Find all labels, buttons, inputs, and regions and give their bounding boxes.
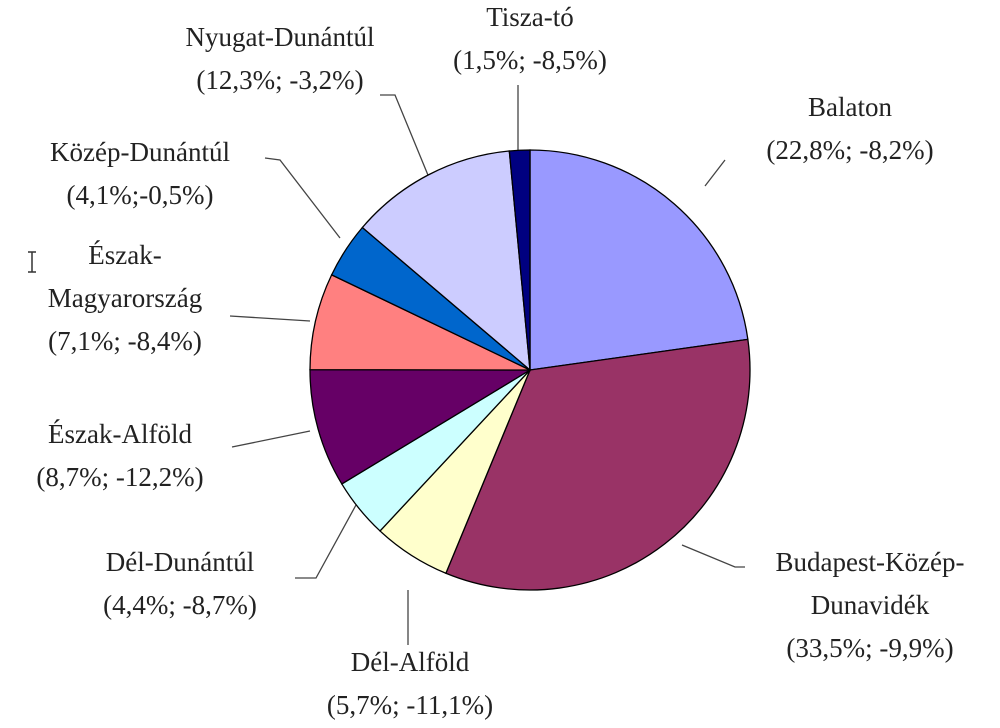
slice-label: Észak-Alföld [48, 419, 192, 449]
value-label: (22,8%; -8,2%) [766, 135, 933, 165]
slice-label: Tisza-tó [486, 2, 574, 32]
pie-slice [508, 149, 531, 371]
pie-slice [309, 369, 533, 485]
slice-label: Észak- [88, 240, 161, 270]
slice-label: Dunavidék [811, 590, 930, 620]
value-label: (4,4%; -8,7%) [103, 590, 257, 620]
value-label: (4,1%;-0,5%) [67, 180, 214, 210]
slice-label: Magyarország [48, 283, 202, 313]
pie-slice [361, 150, 531, 372]
slice-label: Közép-Dunántúl [50, 137, 230, 167]
text-cursor-icon [28, 251, 36, 273]
value-label: (1,5%; -8,5%) [453, 45, 607, 75]
pie-slice [445, 338, 751, 591]
value-label: (33,5%; -9,9%) [786, 633, 953, 663]
slice-label: Balaton [808, 92, 892, 122]
value-label: (5,7%; -11,1%) [327, 690, 493, 720]
pie-slice [529, 149, 749, 371]
slice-label: Nyugat-Dunántúl [186, 22, 375, 52]
leader-lines [229, 85, 745, 645]
value-label: (8,7%; -12,2%) [36, 462, 203, 492]
slice-label: Dél-Dunántúl [106, 547, 254, 577]
value-label: (7,1%; -8,4%) [48, 326, 202, 356]
value-label: (12,3%; -3,2%) [196, 65, 363, 95]
slice-label: Dél-Alföld [351, 647, 470, 677]
slice-label: Budapest-Közép- [776, 547, 965, 577]
